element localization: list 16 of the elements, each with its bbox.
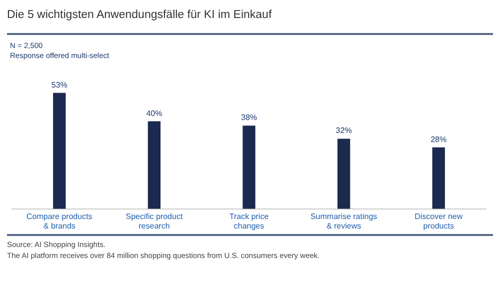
bar <box>53 92 66 209</box>
bar <box>148 121 161 209</box>
data-label: 40% <box>146 108 162 118</box>
data-label: 38% <box>240 113 258 122</box>
x-tick-label: Specific product research <box>126 212 184 230</box>
x-tick-label: Track price changes <box>229 212 270 230</box>
bar <box>337 138 350 209</box>
data-label: 53% <box>51 80 68 90</box>
chart-title: Die 5 wichtigsten Anwendungsfälle für KI im Einkauf <box>7 9 272 21</box>
data-label: 28% <box>430 134 447 144</box>
bar <box>242 126 256 209</box>
x-tick-label: Compare products & brands <box>26 212 92 230</box>
bar <box>432 147 445 209</box>
data-label: 32% <box>336 126 352 136</box>
x-tick-label: Summarise ratings & reviews <box>310 212 378 230</box>
x-tick-label: Discover new products <box>414 212 463 230</box>
